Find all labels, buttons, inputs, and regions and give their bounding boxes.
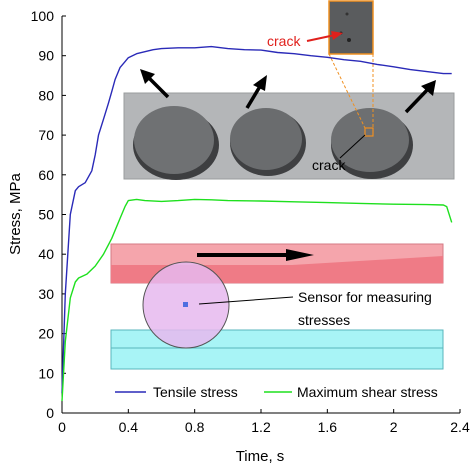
axes: 0 10 20 30 40 50 60 70 80 90 100 0 0.4 0.8 1.2 1.6 2 2.4 xyxy=(31,8,470,435)
crack-zoom-inset xyxy=(328,0,374,129)
y-tick-label: 80 xyxy=(38,87,54,103)
crack-arrow-top xyxy=(306,34,336,42)
arrowhead-disk-2 xyxy=(253,75,267,91)
legend: Tensile stress Maximum shear stress xyxy=(115,384,438,400)
x-tick-label: 2.4 xyxy=(450,419,470,435)
specimen-disk-2 xyxy=(230,108,306,176)
x-axis-title: Time, s xyxy=(236,448,285,465)
arrow-disk-3 xyxy=(404,86,431,114)
x-tick-label: 0.4 xyxy=(119,419,139,435)
crack-line-bottom xyxy=(339,134,366,159)
y-tick-label: 40 xyxy=(38,246,54,262)
arrowhead-disk-1 xyxy=(140,69,155,84)
y-tick-label: 30 xyxy=(38,286,54,302)
x-tick-label: 0.8 xyxy=(185,419,205,435)
specimen-disk-3 xyxy=(331,108,413,179)
photo-arrows xyxy=(140,69,436,114)
x-tick-label: 1.2 xyxy=(251,419,271,435)
x-tick-label: 1.6 xyxy=(318,419,338,435)
y-tick-label: 50 xyxy=(38,207,54,223)
y-tick-label: 20 xyxy=(38,326,54,342)
x-tick-label: 0 xyxy=(58,419,66,435)
specimen-photo xyxy=(123,92,455,180)
arrow-disk-1 xyxy=(145,74,170,99)
y-tick-label: 0 xyxy=(46,405,54,421)
x-tick-label: 2 xyxy=(390,419,398,435)
series-line-shear xyxy=(61,198,453,402)
crack-label-top: crack xyxy=(267,33,301,49)
sensor-label-line1: Sensor for measuring xyxy=(298,289,432,305)
crack-label-bottom: crack xyxy=(312,157,346,173)
series-line-tensile xyxy=(61,45,452,394)
legend-label-shear: Maximum shear stress xyxy=(297,384,438,400)
sensor-label-line2: stresses xyxy=(298,312,350,328)
series-layer xyxy=(61,45,453,402)
y-tick-label: 90 xyxy=(38,48,54,64)
y-tick-label: 100 xyxy=(31,8,55,24)
zoom-guide-left xyxy=(328,53,366,129)
y-tick-label: 60 xyxy=(38,167,54,183)
specimen-disk-1 xyxy=(133,106,219,180)
crack-arrowhead-top xyxy=(331,31,343,40)
sensor-pointer xyxy=(198,296,294,305)
y-tick-label: 70 xyxy=(38,127,54,143)
arrowhead-disk-3 xyxy=(421,80,436,96)
y-tick-label: 10 xyxy=(38,365,54,381)
y-axis-title: Stress, MPa xyxy=(7,172,24,254)
shear-arrowhead xyxy=(286,249,314,261)
legend-label-tensile: Tensile stress xyxy=(153,384,238,400)
crack-location-box xyxy=(364,127,374,137)
sensor-dot xyxy=(183,302,188,307)
sensor-schematic xyxy=(110,243,444,370)
